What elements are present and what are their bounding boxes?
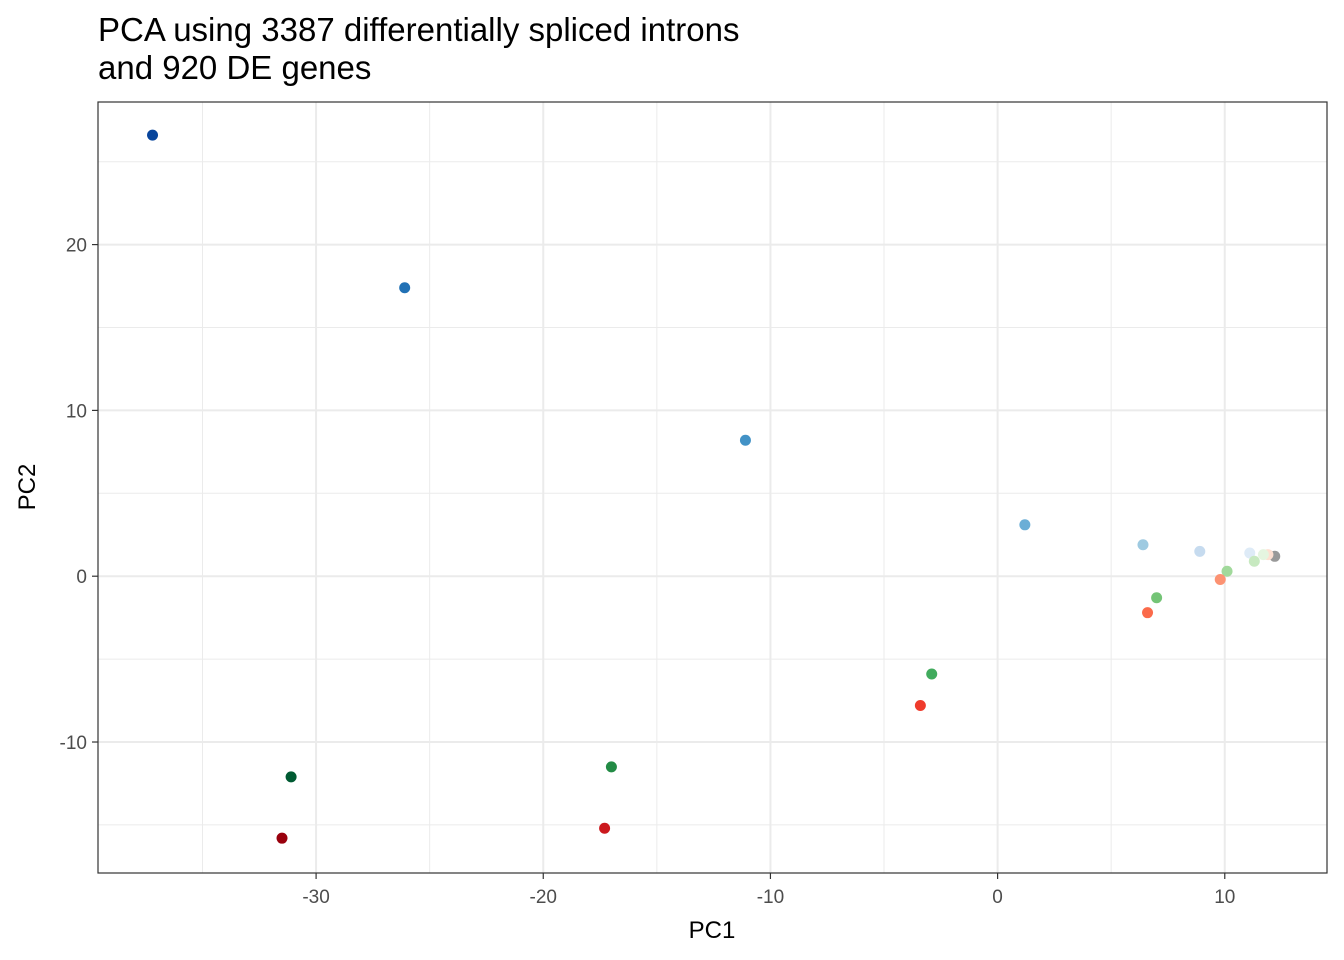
data-point [605, 761, 617, 773]
data-point [599, 822, 611, 834]
data-points [147, 129, 1281, 844]
x-axis: -30 -20 -10 0 10 [302, 873, 1235, 908]
plot-panel-border [97, 101, 1328, 874]
x-tick-label: 0 [992, 887, 1003, 908]
x-tick-label: 10 [1214, 887, 1235, 908]
data-point [1142, 607, 1154, 619]
y-axis: -10 0 10 20 [60, 236, 98, 754]
data-point [1248, 555, 1260, 567]
data-point [285, 771, 297, 783]
data-point [1194, 545, 1206, 557]
data-point [914, 700, 926, 712]
x-tick-label: -10 [757, 887, 784, 908]
data-point [276, 832, 288, 844]
x-tick-label: -20 [530, 887, 557, 908]
data-point [147, 129, 159, 141]
data-point [926, 668, 938, 680]
data-point [739, 434, 751, 446]
y-tick-label: -10 [60, 733, 87, 754]
data-point [1257, 549, 1269, 561]
x-axis-title: PC1 [689, 917, 736, 944]
data-point [1214, 574, 1226, 586]
data-point [1019, 519, 1031, 531]
major-gridlines [98, 102, 1327, 873]
minor-gridlines [98, 102, 1327, 873]
chart-title-line-2: and 920 DE genes [98, 49, 371, 86]
data-point [1221, 565, 1233, 577]
data-point [1137, 539, 1149, 551]
y-tick-label: 10 [66, 401, 87, 422]
x-tick-label: -30 [302, 887, 329, 908]
y-axis-title: PC2 [14, 464, 41, 511]
data-point [399, 282, 411, 294]
y-tick-label: 20 [66, 236, 87, 257]
y-tick-label: 0 [76, 567, 87, 588]
plot-panel [98, 102, 1327, 873]
data-point [1244, 547, 1256, 559]
data-point [1151, 592, 1163, 604]
chart-title-line-1: PCA using 3387 differentially spliced in… [98, 11, 739, 48]
